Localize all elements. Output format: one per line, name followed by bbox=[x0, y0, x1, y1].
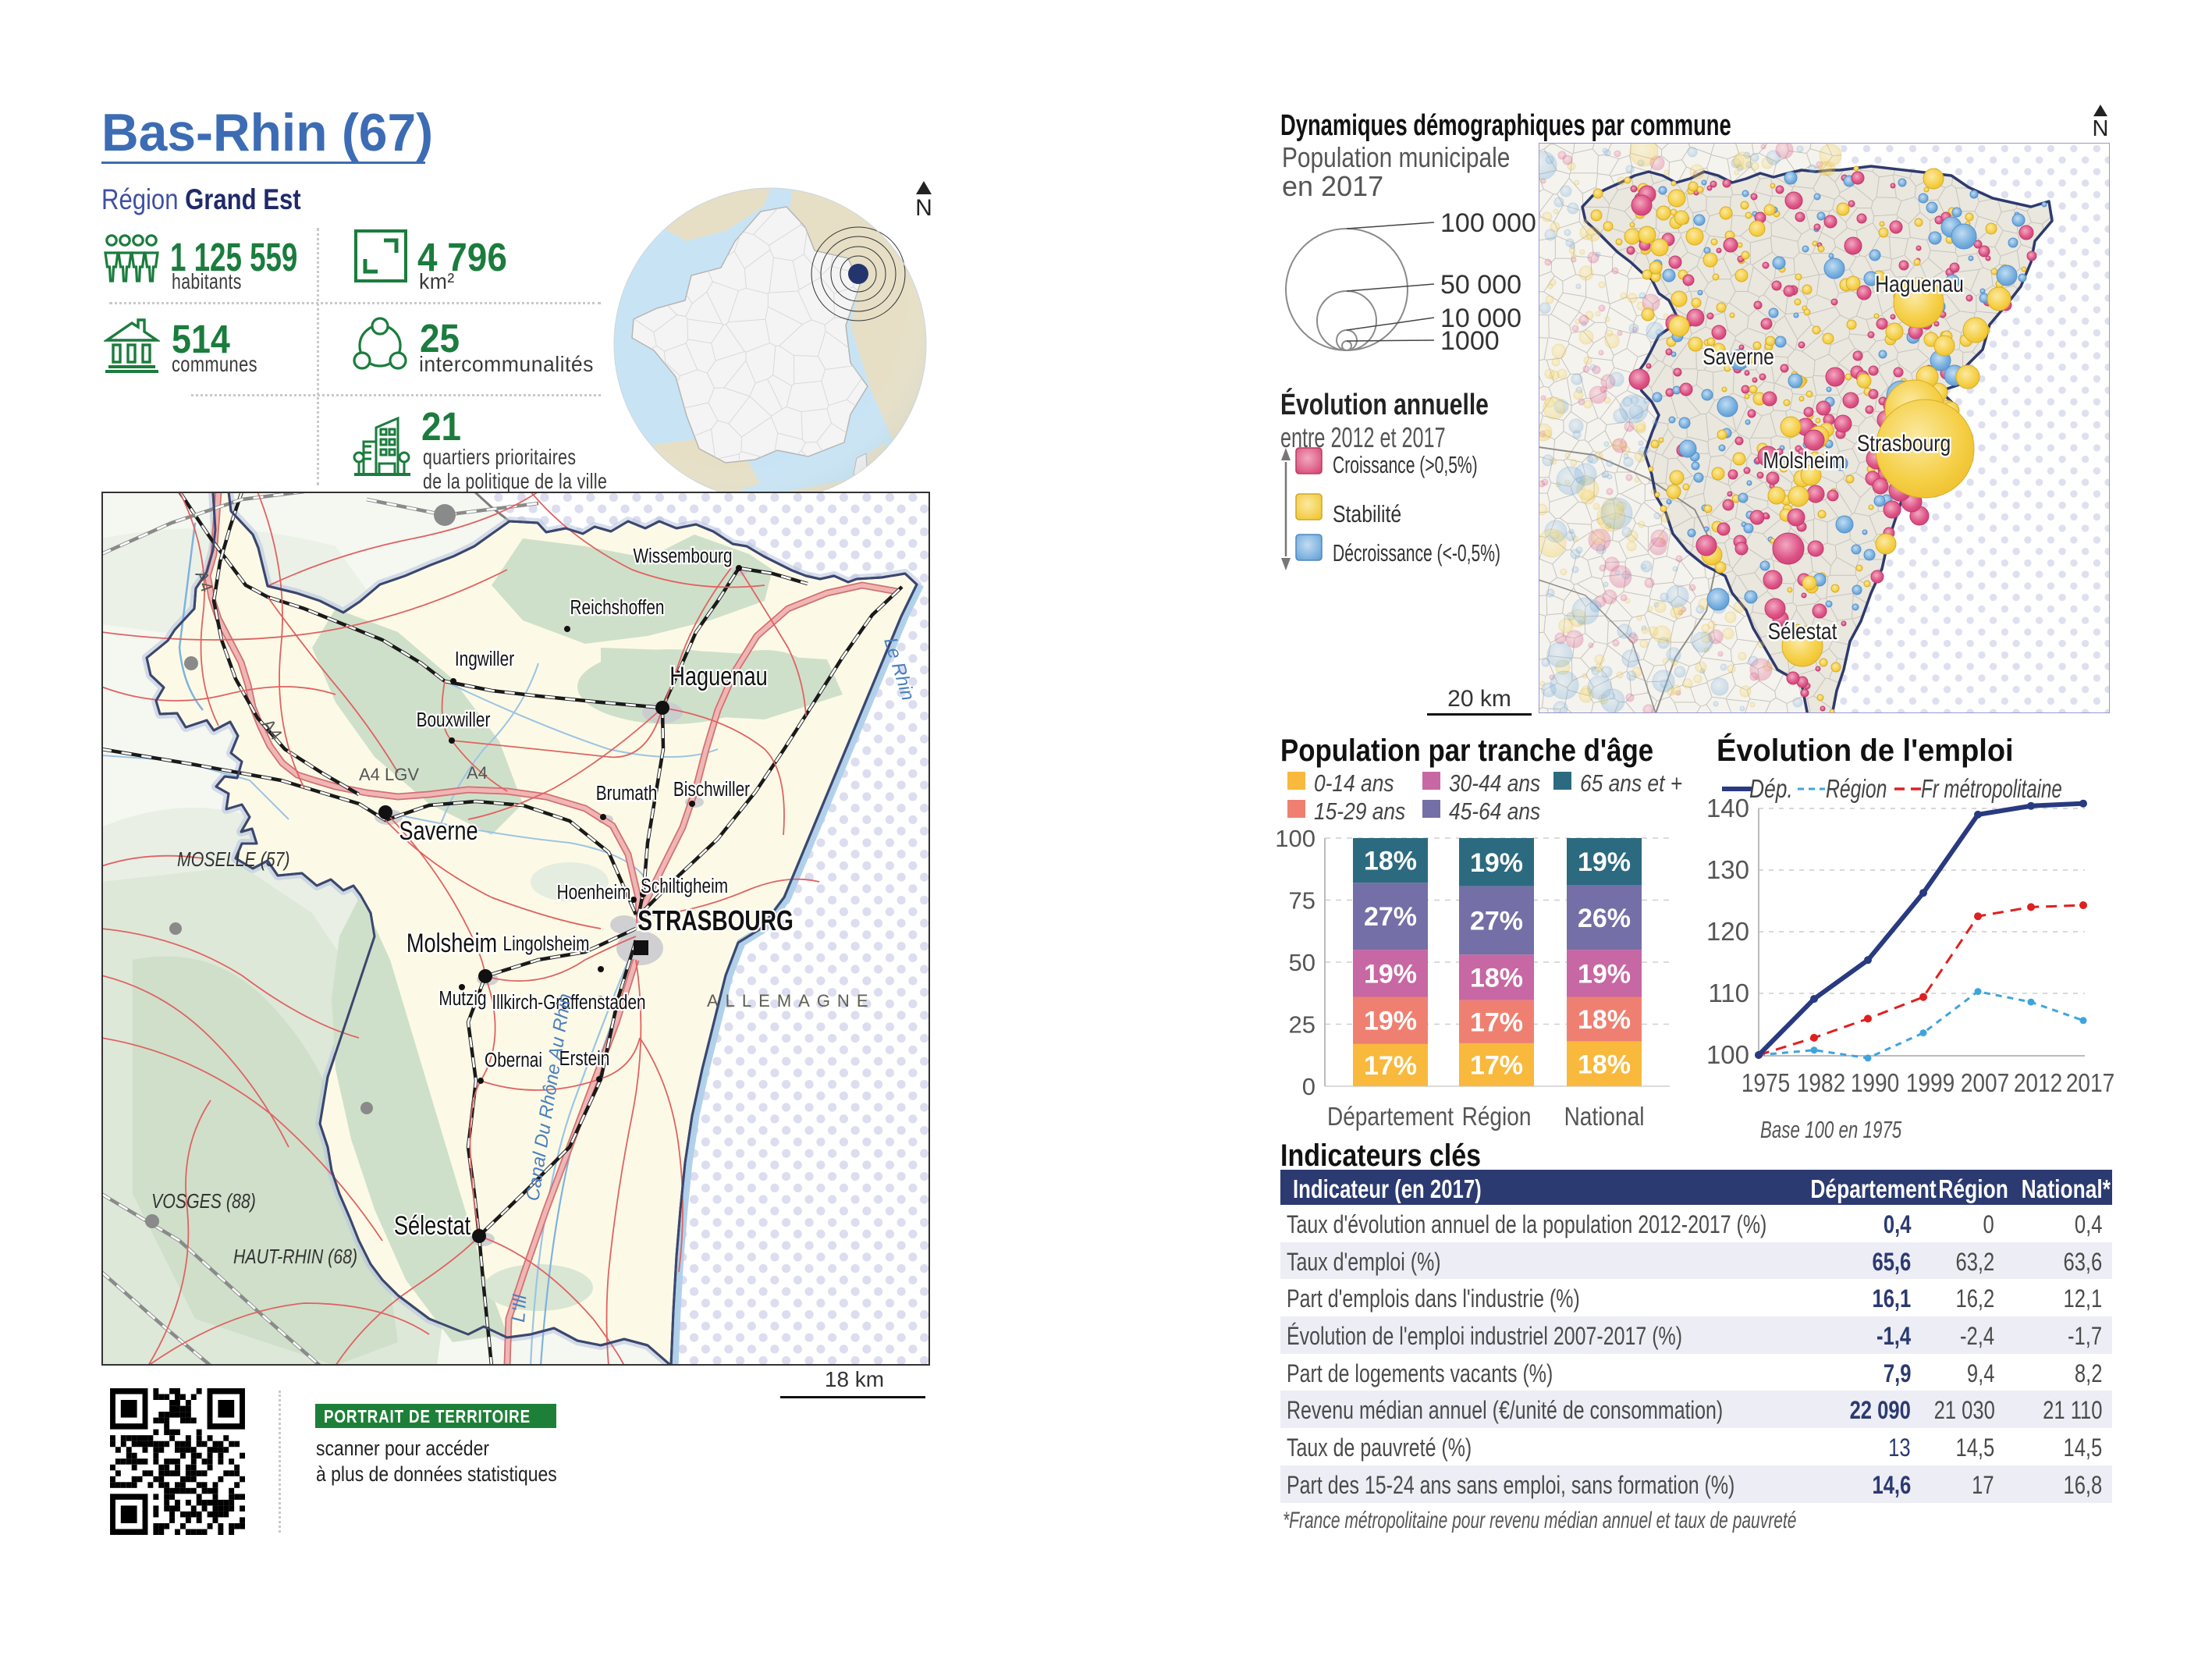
svg-text:Molsheim: Molsheim bbox=[407, 928, 497, 958]
svg-text:ALLEMAGNE: ALLEMAGNE bbox=[707, 991, 875, 1011]
svg-text:19%: 19% bbox=[1578, 847, 1631, 877]
svg-text:110: 110 bbox=[1708, 979, 1749, 1007]
svg-text:19%: 19% bbox=[1578, 959, 1631, 989]
svg-text:27%: 27% bbox=[1364, 902, 1417, 932]
svg-text:A4: A4 bbox=[467, 763, 488, 783]
svg-text:VOSGES (88): VOSGES (88) bbox=[151, 1190, 256, 1213]
svg-text:19%: 19% bbox=[1364, 959, 1417, 989]
svg-text:26%: 26% bbox=[1578, 904, 1631, 933]
svg-text:75: 75 bbox=[1289, 887, 1315, 915]
svg-text:Ingwiller: Ingwiller bbox=[455, 648, 514, 670]
svg-text:1990: 1990 bbox=[1851, 1069, 1899, 1098]
svg-text:100 000: 100 000 bbox=[1440, 208, 1536, 238]
svg-text:18%: 18% bbox=[1364, 847, 1417, 876]
svg-text:50: 50 bbox=[1289, 949, 1315, 976]
svg-text:2012: 2012 bbox=[2014, 1069, 2062, 1098]
svg-text:2017: 2017 bbox=[2066, 1069, 2114, 1098]
svg-text:Hoenheim: Hoenheim bbox=[557, 881, 631, 904]
svg-text:1982: 1982 bbox=[1797, 1069, 1845, 1098]
svg-text:0: 0 bbox=[1302, 1073, 1315, 1100]
svg-text:A4 LGV: A4 LGV bbox=[359, 765, 419, 784]
svg-text:Haguenau: Haguenau bbox=[1875, 271, 1963, 297]
svg-text:L'Ill: L'Ill bbox=[508, 1294, 531, 1323]
svg-text:Haguenau: Haguenau bbox=[669, 661, 767, 691]
svg-text:1975: 1975 bbox=[1742, 1069, 1790, 1098]
svg-text:Lingolsheim: Lingolsheim bbox=[503, 933, 590, 955]
svg-text:Illkirch-Graffenstaden: Illkirch-Graffenstaden bbox=[492, 991, 645, 1014]
svg-text:Molsheim: Molsheim bbox=[1763, 447, 1845, 474]
svg-text:19%: 19% bbox=[1364, 1007, 1417, 1036]
svg-text:Wissembourg: Wissembourg bbox=[633, 545, 732, 567]
svg-text:140: 140 bbox=[1706, 794, 1749, 822]
svg-text:17%: 17% bbox=[1364, 1051, 1417, 1081]
svg-text:Strasbourg: Strasbourg bbox=[1857, 430, 1951, 456]
svg-text:2007: 2007 bbox=[1961, 1069, 2009, 1098]
svg-text:100: 100 bbox=[1706, 1040, 1749, 1069]
svg-text:Bischwiller: Bischwiller bbox=[673, 778, 750, 801]
svg-text:1000: 1000 bbox=[1440, 326, 1500, 356]
svg-text:STRASBOURG: STRASBOURG bbox=[637, 905, 794, 936]
svg-text:Obernai: Obernai bbox=[485, 1049, 542, 1071]
svg-text:National: National bbox=[1564, 1103, 1645, 1131]
svg-text:Sélestat: Sélestat bbox=[394, 1210, 471, 1241]
svg-text:MOSELLE (57): MOSELLE (57) bbox=[177, 848, 289, 872]
svg-text:100: 100 bbox=[1275, 825, 1315, 852]
svg-text:Sélestat: Sélestat bbox=[1768, 618, 1837, 645]
svg-text:27%: 27% bbox=[1470, 907, 1523, 936]
svg-text:Brumath: Brumath bbox=[596, 782, 658, 805]
svg-text:18%: 18% bbox=[1578, 1005, 1631, 1035]
svg-text:Département: Département bbox=[1327, 1103, 1454, 1131]
svg-text:Saverne: Saverne bbox=[1702, 343, 1774, 370]
svg-text:Région: Région bbox=[1462, 1103, 1532, 1131]
svg-text:Mutzig: Mutzig bbox=[438, 987, 486, 1010]
svg-text:19%: 19% bbox=[1470, 848, 1523, 878]
svg-text:10 000: 10 000 bbox=[1440, 304, 1521, 333]
svg-text:50 000: 50 000 bbox=[1440, 270, 1521, 300]
svg-text:Schiltigheim: Schiltigheim bbox=[641, 875, 728, 897]
svg-text:Saverne: Saverne bbox=[399, 815, 478, 846]
svg-text:17%: 17% bbox=[1470, 1050, 1523, 1080]
svg-text:18%: 18% bbox=[1578, 1050, 1631, 1079]
svg-text:1999: 1999 bbox=[1906, 1069, 1955, 1098]
svg-text:17%: 17% bbox=[1470, 1007, 1523, 1037]
svg-text:HAUT-RHIN (68): HAUT-RHIN (68) bbox=[233, 1245, 357, 1269]
svg-text:130: 130 bbox=[1706, 855, 1749, 884]
svg-text:120: 120 bbox=[1706, 917, 1749, 946]
svg-text:Reichshoffen: Reichshoffen bbox=[570, 596, 665, 619]
svg-text:Erstein: Erstein bbox=[559, 1047, 610, 1070]
svg-text:Bouxwiller: Bouxwiller bbox=[417, 709, 491, 731]
svg-text:18%: 18% bbox=[1470, 964, 1523, 993]
svg-text:25: 25 bbox=[1289, 1011, 1315, 1039]
